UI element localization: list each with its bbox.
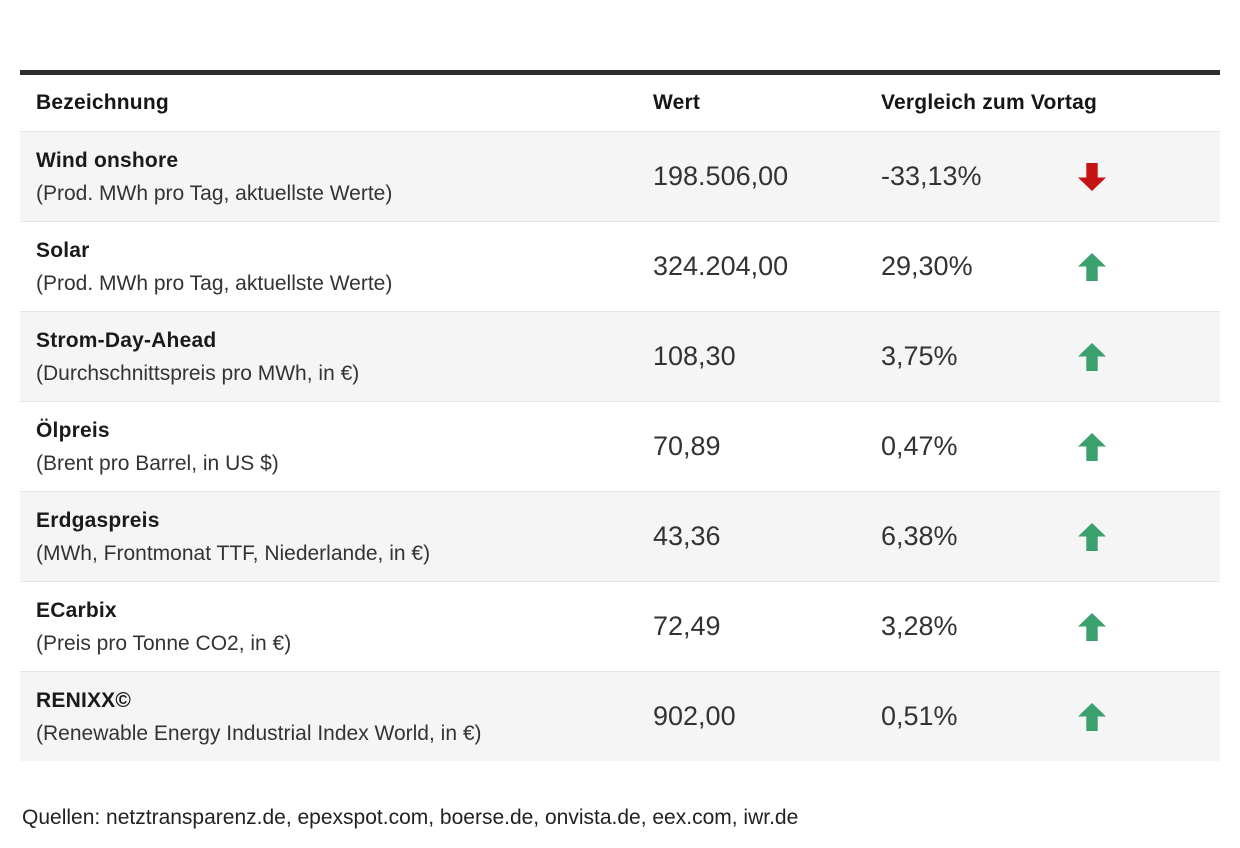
table-row: RENIXX© (Renewable Energy Industrial Ind…: [20, 671, 1220, 761]
energy-market-table: Bezeichnung Wert Vergleich zum Vortag Wi…: [20, 75, 1220, 761]
row-change-percent: -33,13%: [881, 161, 982, 191]
row-value: 72,49: [653, 611, 721, 641]
row-change-percent: 3,75%: [881, 341, 958, 371]
table-body: Wind onshore (Prod. MWh pro Tag, aktuell…: [20, 131, 1220, 761]
row-change-percent: 3,28%: [881, 611, 958, 641]
row-value: 198.506,00: [653, 161, 789, 191]
row-description: (MWh, Frontmonat TTF, Niederlande, in €): [36, 542, 431, 565]
row-value: 70,89: [653, 431, 721, 461]
table-row: Wind onshore (Prod. MWh pro Tag, aktuell…: [20, 131, 1220, 221]
table-row: Ölpreis (Brent pro Barrel, in US $) 70,8…: [20, 401, 1220, 491]
row-description: (Durchschnittspreis pro MWh, in €): [36, 362, 360, 385]
table-row: Erdgaspreis (MWh, Frontmonat TTF, Nieder…: [20, 491, 1220, 581]
row-change-percent: 0,51%: [881, 701, 958, 731]
trend-up-arrow-icon: [1078, 342, 1106, 371]
column-header-bezeichnung: Bezeichnung: [36, 91, 169, 114]
column-header-vergleich: Vergleich zum Vortag: [881, 91, 1097, 114]
row-name-cell: Erdgaspreis (MWh, Frontmonat TTF, Nieder…: [20, 492, 653, 581]
row-value: 43,36: [653, 521, 721, 551]
row-title: Ölpreis: [36, 419, 110, 442]
trend-up-arrow-icon: [1078, 612, 1106, 641]
row-trend-cell: [1029, 222, 1220, 311]
table-row: Strom-Day-Ahead (Durchschnittspreis pro …: [20, 311, 1220, 401]
row-value: 108,30: [653, 341, 736, 371]
row-value: 902,00: [653, 701, 736, 731]
trend-down-arrow-icon: [1078, 162, 1106, 191]
row-description: (Renewable Energy Industrial Index World…: [36, 722, 482, 745]
row-name-cell: Strom-Day-Ahead (Durchschnittspreis pro …: [20, 312, 653, 401]
row-description: (Prod. MWh pro Tag, aktuellste Werte): [36, 182, 393, 205]
row-title: Wind onshore: [36, 149, 179, 172]
row-title: Solar: [36, 239, 90, 262]
row-trend-cell: [1029, 312, 1220, 401]
trend-up-arrow-icon: [1078, 522, 1106, 551]
row-trend-cell: [1029, 402, 1220, 491]
row-description: (Prod. MWh pro Tag, aktuellste Werte): [36, 272, 393, 295]
row-description: (Brent pro Barrel, in US $): [36, 452, 279, 475]
row-title: RENIXX©: [36, 689, 132, 712]
row-description: (Preis pro Tonne CO2, in €): [36, 632, 292, 655]
sources-note: Quellen: netztransparenz.de, epexspot.co…: [22, 806, 799, 829]
trend-up-arrow-icon: [1078, 432, 1106, 461]
row-change-percent: 0,47%: [881, 431, 958, 461]
row-title: Strom-Day-Ahead: [36, 329, 217, 352]
table-header-row: Bezeichnung Wert Vergleich zum Vortag: [20, 75, 1220, 131]
row-trend-cell: [1029, 132, 1220, 221]
row-title: Erdgaspreis: [36, 509, 160, 532]
table-row: Solar (Prod. MWh pro Tag, aktuellste Wer…: [20, 221, 1220, 311]
row-name-cell: Ölpreis (Brent pro Barrel, in US $): [20, 402, 653, 491]
table-top-rule: [20, 70, 1220, 75]
row-name-cell: ECarbix (Preis pro Tonne CO2, in €): [20, 582, 653, 671]
row-trend-cell: [1029, 672, 1220, 761]
row-value: 324.204,00: [653, 251, 789, 281]
row-trend-cell: [1029, 492, 1220, 581]
trend-up-arrow-icon: [1078, 252, 1106, 281]
row-change-percent: 29,30%: [881, 251, 973, 281]
row-trend-cell: [1029, 582, 1220, 671]
row-title: ECarbix: [36, 599, 117, 622]
row-change-percent: 6,38%: [881, 521, 958, 551]
row-name-cell: Wind onshore (Prod. MWh pro Tag, aktuell…: [20, 132, 653, 221]
row-name-cell: Solar (Prod. MWh pro Tag, aktuellste Wer…: [20, 222, 653, 311]
column-header-wert: Wert: [653, 91, 701, 114]
row-name-cell: RENIXX© (Renewable Energy Industrial Ind…: [20, 672, 653, 761]
trend-up-arrow-icon: [1078, 702, 1106, 731]
table-row: ECarbix (Preis pro Tonne CO2, in €) 72,4…: [20, 581, 1220, 671]
